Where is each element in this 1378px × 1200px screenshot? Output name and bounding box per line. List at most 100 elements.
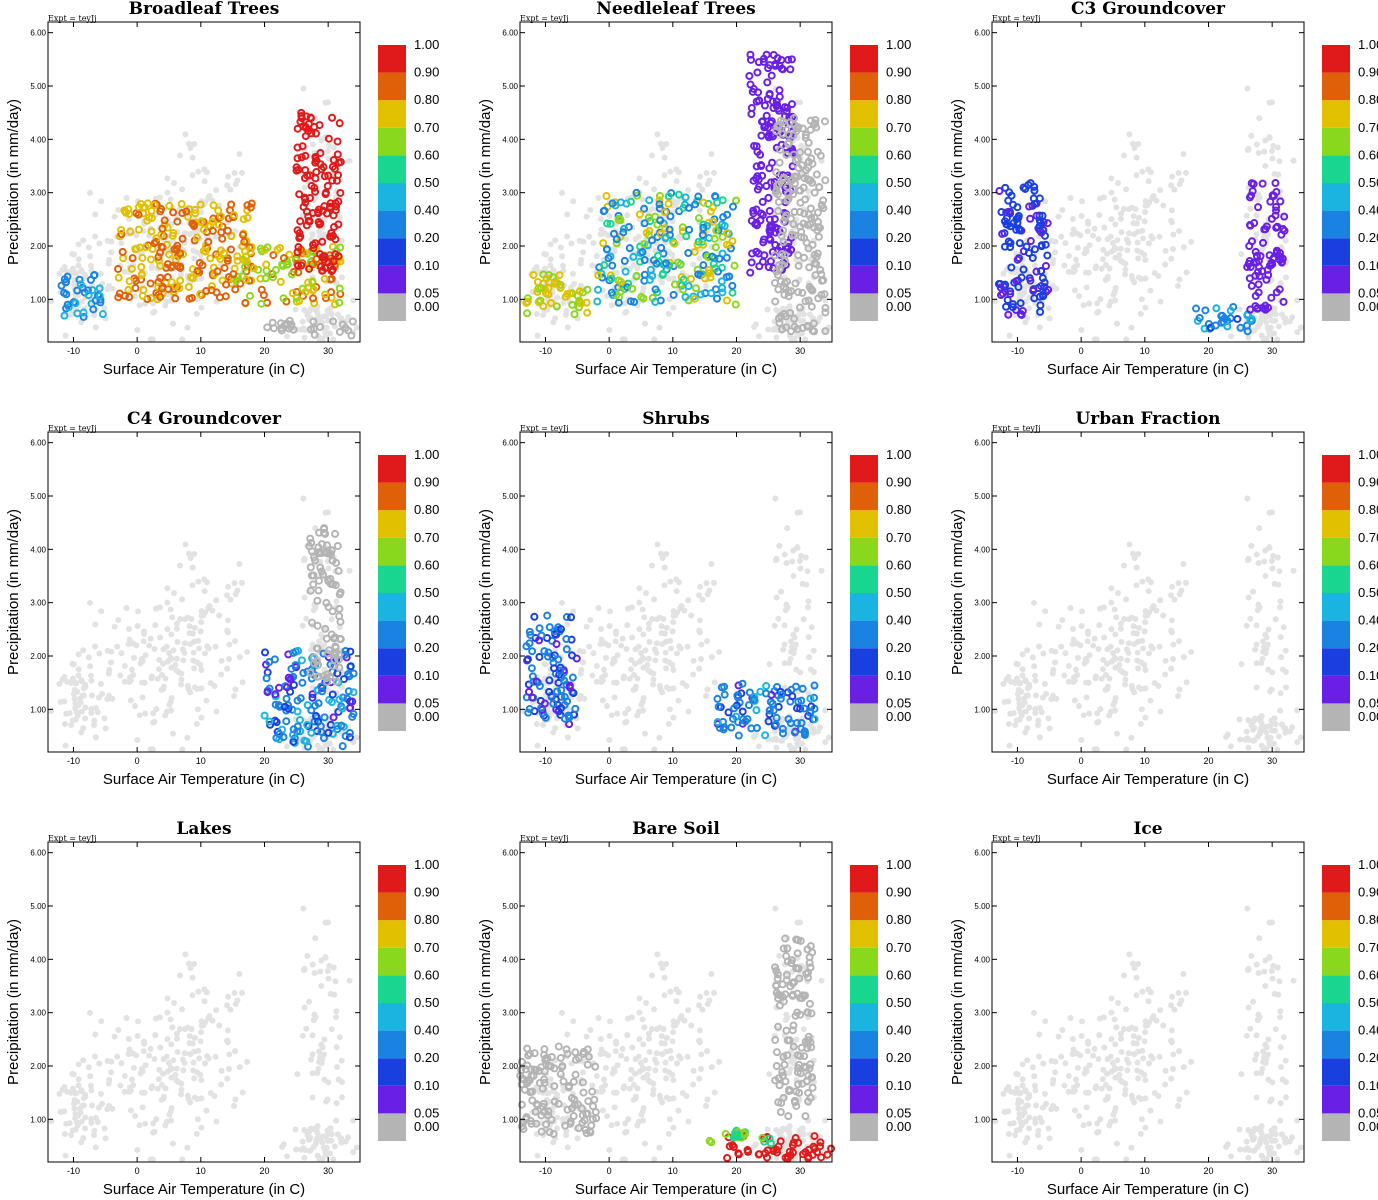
data-point xyxy=(780,290,789,299)
background-point xyxy=(688,612,695,619)
data-point xyxy=(557,686,566,695)
background-point xyxy=(1145,650,1152,657)
y-tick-label: 5.00 xyxy=(30,82,46,91)
data-point xyxy=(645,275,654,284)
background-point xyxy=(653,640,660,647)
background-point xyxy=(1016,700,1023,707)
data-point xyxy=(804,163,813,172)
colorbar-label: 1.00 xyxy=(1358,447,1378,462)
colorbar-label: 0.50 xyxy=(414,995,439,1010)
data-point xyxy=(763,78,772,87)
background-point xyxy=(82,1093,89,1100)
background-point xyxy=(636,658,643,665)
data-point xyxy=(685,225,694,234)
background-point xyxy=(225,583,232,590)
background-point xyxy=(117,1082,124,1089)
background-point xyxy=(130,1064,137,1071)
data-point xyxy=(553,687,562,696)
data-point xyxy=(341,646,350,655)
colorbar-label: 0.90 xyxy=(1358,65,1378,80)
background-point xyxy=(1247,615,1254,622)
background-point xyxy=(75,672,82,679)
colorbar-segment xyxy=(1322,593,1350,621)
background-point xyxy=(1101,634,1108,641)
colorbar-segment xyxy=(378,183,406,211)
x-tick-label: 10 xyxy=(196,756,206,766)
background-point xyxy=(583,623,590,630)
colorbar-segment xyxy=(378,455,406,483)
background-point xyxy=(151,1128,158,1135)
background-point xyxy=(1250,588,1257,595)
background-point xyxy=(1245,594,1252,601)
background-point xyxy=(185,140,192,147)
data-point xyxy=(821,327,830,336)
data-point xyxy=(784,130,793,139)
background-point xyxy=(673,588,680,595)
data-point xyxy=(88,286,97,295)
background-point xyxy=(1262,137,1269,144)
data-point xyxy=(271,700,280,709)
background-point xyxy=(150,710,157,717)
data-point xyxy=(345,729,354,738)
background-point xyxy=(125,625,132,632)
background-point xyxy=(75,241,82,248)
background-point xyxy=(634,265,641,272)
data-point xyxy=(124,205,133,214)
data-point xyxy=(730,261,739,270)
data-point xyxy=(265,717,274,726)
background-point xyxy=(310,607,317,614)
background-point xyxy=(1108,626,1115,633)
background-point xyxy=(611,679,618,686)
colorbar-segment xyxy=(378,482,406,511)
colorbar-segment xyxy=(378,265,406,294)
colorbar-label: 0.80 xyxy=(886,502,911,517)
data-point xyxy=(772,168,781,177)
data-point xyxy=(301,132,310,141)
background-point xyxy=(232,591,239,598)
background-point xyxy=(106,256,113,263)
background-point xyxy=(781,622,788,629)
data-point xyxy=(328,113,337,122)
y-tick-label: 5.00 xyxy=(502,492,518,501)
experiment-label: Expt = teyJj xyxy=(520,424,569,433)
background-point xyxy=(1126,541,1133,548)
background-point xyxy=(1277,707,1284,714)
background-point xyxy=(792,641,799,648)
colorbar-label: 0.05 xyxy=(1358,695,1378,710)
data-point xyxy=(638,248,647,257)
background-point xyxy=(118,1060,125,1067)
background-point xyxy=(641,614,648,621)
data-point xyxy=(158,284,167,293)
background-point xyxy=(791,336,798,343)
data-point xyxy=(344,670,353,679)
background-point xyxy=(195,227,202,234)
x-tick-label: 0 xyxy=(1079,756,1084,766)
colorbar-segment xyxy=(1322,210,1350,239)
background-point xyxy=(1071,697,1078,704)
background-point xyxy=(1282,274,1289,281)
background-point xyxy=(1168,617,1175,624)
background-point xyxy=(115,206,122,213)
x-tick-label: 20 xyxy=(731,346,741,356)
background-point xyxy=(189,154,196,161)
background-point xyxy=(1265,313,1272,320)
data-point xyxy=(708,252,717,261)
background-point xyxy=(173,625,180,632)
background-point xyxy=(1278,654,1285,661)
data-point xyxy=(789,220,798,229)
data-point xyxy=(699,223,708,232)
background-point xyxy=(338,1139,345,1146)
data-point xyxy=(1226,306,1235,315)
background-point xyxy=(115,1026,122,1033)
background-point xyxy=(1096,605,1103,612)
data-point xyxy=(820,117,829,126)
data-point xyxy=(1267,214,1276,223)
background-point xyxy=(174,1048,181,1055)
background-point xyxy=(78,729,85,736)
data-point xyxy=(301,198,310,207)
data-point xyxy=(241,262,250,271)
data-point xyxy=(714,702,723,711)
colorbar-segment xyxy=(378,892,406,921)
background-point xyxy=(121,268,128,275)
data-point xyxy=(1043,251,1052,260)
